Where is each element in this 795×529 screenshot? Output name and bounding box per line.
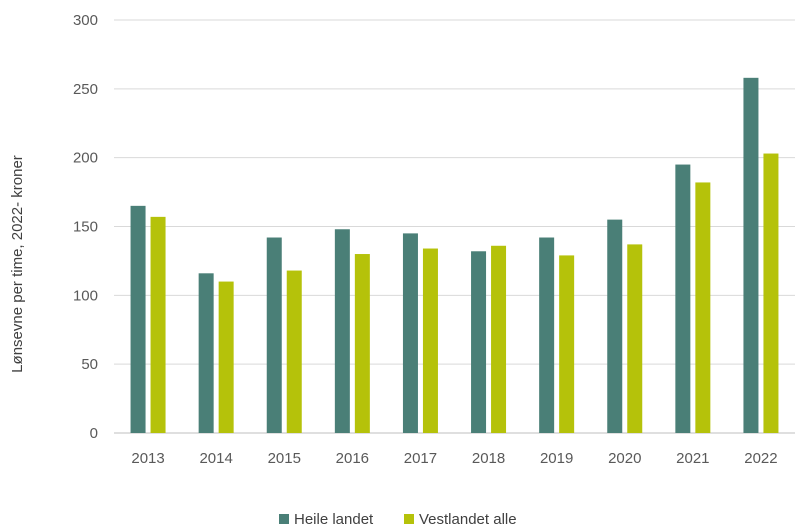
x-tick-label: 2015 [268,450,301,467]
x-tick-label: 2019 [540,450,573,467]
x-tick-label: 2021 [676,450,709,467]
y-tick-label: 0 [90,425,98,442]
bar-heile-landet-2021 [675,164,691,434]
y-tick-label: 50 [81,356,98,373]
legend-label: Vestlandet alle [419,511,517,528]
bar-vestlandet-alle-2020 [627,244,643,433]
x-tick-label: 2018 [472,450,505,467]
y-tick-label: 150 [73,219,98,236]
x-tick-label: 2017 [404,450,437,467]
bar-heile-landet-2015 [266,237,282,433]
bar-heile-landet-2014 [198,273,214,433]
bar-vestlandet-alle-2021 [695,182,711,433]
x-tick-label: 2022 [744,450,777,467]
bar-vestlandet-alle-2019 [559,255,575,433]
bar-vestlandet-alle-2018 [491,245,507,433]
bar-vestlandet-alle-2014 [218,281,234,433]
x-tick-label: 2013 [131,450,164,467]
y-tick-label: 250 [73,81,98,98]
bar-vestlandet-alle-2017 [422,248,438,433]
bar-heile-landet-2018 [471,251,487,433]
bar-heile-landet-2013 [130,205,146,433]
bars [130,77,779,434]
y-tick-label: 200 [73,150,98,167]
x-tick-label: 2014 [199,450,232,467]
bar-heile-landet-2022 [743,77,759,433]
bar-heile-landet-2019 [539,237,555,433]
x-tick-label: 2020 [608,450,641,467]
x-tick-label: 2016 [336,450,369,467]
bar-heile-landet-2020 [607,219,623,433]
y-tick-label: 100 [73,287,98,304]
gridlines [114,19,795,434]
legend-swatch [404,514,414,524]
y-axis-label: Lønsevne per time, 2022- kroner [9,155,26,373]
bar-vestlandet-alle-2022 [763,153,779,433]
bar-vestlandet-alle-2015 [286,270,302,433]
bar-heile-landet-2017 [402,233,418,433]
legend-swatch [279,514,289,524]
y-tick-label: 300 [73,12,98,29]
legend: Heile landet Vestlandet alle [279,511,517,528]
bar-heile-landet-2016 [334,229,350,433]
legend-label: Heile landet [294,511,374,528]
y-axis-ticks: 0 50 100 150 200 250 300 [73,12,98,442]
x-axis-ticks: 2013 2014 2015 2016 2017 2018 2019 2020 2021 2022 [131,450,777,467]
bar-vestlandet-alle-2016 [354,254,370,433]
bar-vestlandet-alle-2013 [150,216,166,433]
